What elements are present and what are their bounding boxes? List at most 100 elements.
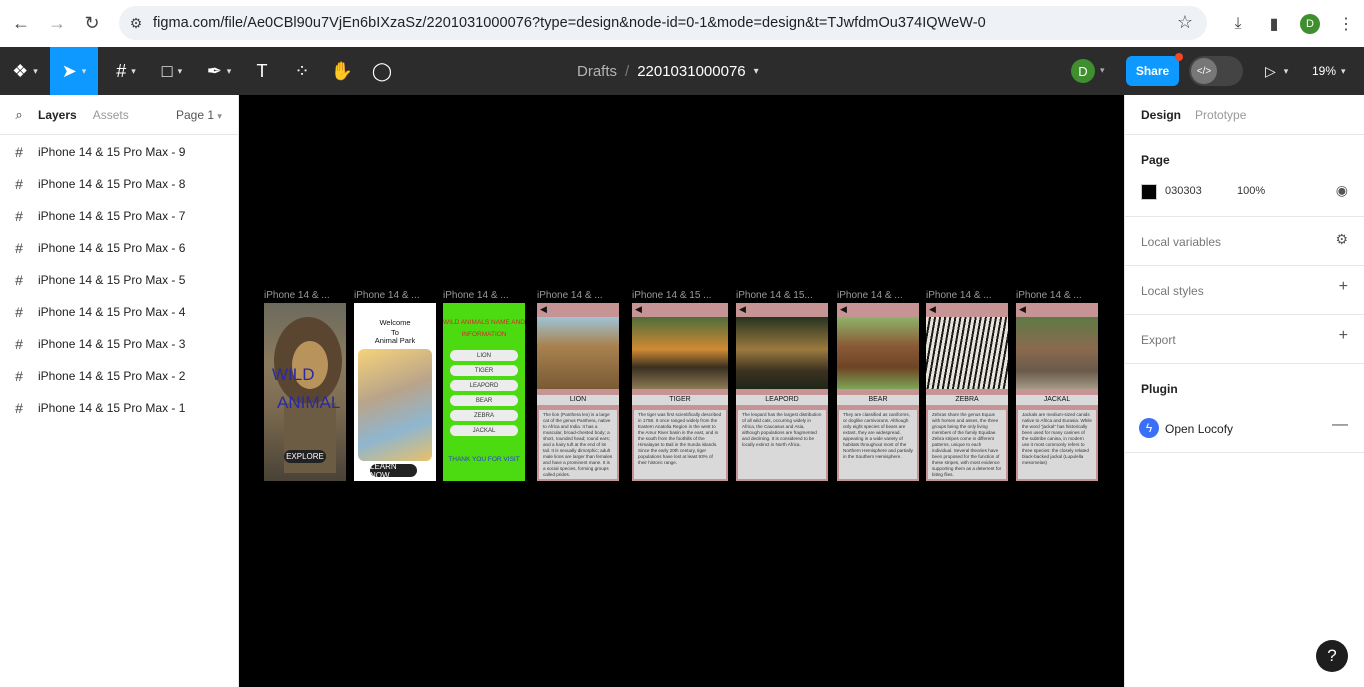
page-color-value[interactable]: 030303: [1165, 185, 1202, 197]
main-menu-button[interactable]: ❖ ▾: [8, 47, 42, 95]
local-variables-title[interactable]: Local variables: [1141, 235, 1222, 249]
reload-icon[interactable]: ↻: [84, 12, 100, 33]
tab-design[interactable]: Design: [1141, 107, 1182, 122]
layer-item[interactable]: # iPhone 14 & 15 Pro Max - 9: [0, 136, 238, 168]
help-button[interactable]: ?: [1316, 640, 1348, 672]
add-style-icon[interactable]: +: [1338, 278, 1348, 295]
menu-button-leapord[interactable]: LEAPORD: [450, 380, 518, 391]
frame-label[interactable]: iPhone 14 & ...: [1016, 290, 1082, 301]
resources-button[interactable]: ⁘: [288, 47, 316, 95]
layer-item[interactable]: # iPhone 14 & 15 Pro Max - 4: [0, 296, 238, 328]
page-selector[interactable]: Page 1 ▾: [176, 108, 222, 122]
frame-leopard[interactable]: ◀ LEAPORD The leopard has the largest di…: [736, 303, 828, 481]
frame-welcome[interactable]: Welcome To Animal Park LEARN NOW: [354, 303, 436, 481]
zoom-menu[interactable]: 19% ▾: [1312, 47, 1346, 95]
right-panel-tabs: Design Prototype: [1125, 95, 1364, 135]
page-opacity-value[interactable]: 100%: [1237, 185, 1266, 197]
page-color-swatch[interactable]: [1141, 184, 1157, 200]
move-tool-button[interactable]: ➤ ▾: [50, 47, 98, 95]
present-button[interactable]: ▷ ▾: [1265, 47, 1288, 95]
pointer-icon: ➤: [61, 60, 77, 81]
back-arrow-icon[interactable]: ◀: [540, 304, 547, 314]
remove-plugin-icon[interactable]: —: [1332, 416, 1348, 433]
shape-tool-button[interactable]: □ ▾: [152, 47, 192, 95]
back-arrow-icon[interactable]: ◀: [1019, 304, 1026, 314]
left-panel-tabs: ⌕ Layers Assets Page 1 ▾: [0, 95, 238, 135]
figma-logo-icon: ❖: [12, 60, 29, 81]
menu-button-bear[interactable]: BEAR: [450, 395, 518, 406]
frame-bear[interactable]: ◀ BEAR They are classified as caniforms,…: [837, 303, 919, 481]
share-button[interactable]: Share: [1126, 56, 1179, 86]
frame-label[interactable]: iPhone 14 & 15...: [736, 290, 813, 301]
eye-icon[interactable]: ◉: [1335, 182, 1348, 198]
chevron-down-icon: ▾: [177, 65, 183, 76]
file-title[interactable]: Drafts / 2201031000076 ▾: [577, 47, 759, 95]
frame-label[interactable]: iPhone 14 & ...: [837, 290, 903, 301]
back-arrow-icon[interactable]: ←: [12, 12, 30, 33]
breadcrumb-drafts[interactable]: Drafts: [577, 62, 618, 80]
layer-item[interactable]: # iPhone 14 & 15 Pro Max - 7: [0, 200, 238, 232]
download-icon[interactable]: ⤓: [1234, 14, 1242, 32]
frame-tool-button[interactable]: # ▾: [106, 47, 146, 95]
plugin-section: Plugin ϟ Open Locofy —: [1125, 364, 1364, 453]
tab-layers[interactable]: Layers: [38, 107, 77, 122]
frame-label[interactable]: iPhone 14 & ...: [264, 290, 330, 301]
layer-item[interactable]: # iPhone 14 & 15 Pro Max - 6: [0, 232, 238, 264]
bookmark-star-icon[interactable]: ☆: [1176, 12, 1193, 32]
chevron-down-icon[interactable]: ▾: [1100, 65, 1105, 75]
frame-icon: #: [15, 272, 23, 288]
layer-name: iPhone 14 & 15 Pro Max - 1: [38, 401, 186, 415]
hand-tool-button[interactable]: ✋: [328, 47, 356, 95]
frame-zebra[interactable]: ◀ ZEBRA Zebras share the genus Equus wit…: [926, 303, 1008, 481]
layer-item[interactable]: # iPhone 14 & 15 Pro Max - 8: [0, 168, 238, 200]
plugin-name[interactable]: Open Locofy: [1165, 422, 1234, 436]
frame-label[interactable]: iPhone 14 & ...: [354, 290, 420, 301]
profile-avatar[interactable]: D: [1300, 13, 1320, 34]
frame-lion[interactable]: ◀ LION The lion (Panthera leo) is a larg…: [537, 303, 619, 481]
user-avatar[interactable]: D: [1071, 59, 1095, 83]
layer-item[interactable]: # iPhone 14 & 15 Pro Max - 3: [0, 328, 238, 360]
site-settings-icon[interactable]: ⚙: [129, 14, 143, 31]
add-export-icon[interactable]: +: [1338, 327, 1348, 344]
side-panel-icon[interactable]: ▮: [1269, 15, 1279, 33]
frame-label[interactable]: iPhone 14 & ...: [926, 290, 992, 301]
frame-menu[interactable]: WILD ANIMALS NAME AND INFORMATION LION T…: [443, 303, 525, 481]
menu-button-tiger[interactable]: TIGER: [450, 365, 518, 376]
menu-button-zebra[interactable]: ZEBRA: [450, 410, 518, 421]
design-canvas[interactable]: iPhone 14 & ... iPhone 14 & ... iPhone 1…: [239, 95, 1124, 687]
frame-label[interactable]: iPhone 14 & 15 ...: [632, 290, 712, 301]
back-arrow-icon[interactable]: ◀: [739, 304, 746, 314]
dev-mode-toggle[interactable]: </>: [1189, 56, 1243, 86]
menu-button-lion[interactable]: LION: [450, 350, 518, 361]
address-bar[interactable]: ⚙ figma.com/file/Ae0CBl90u7VjEn6bIXzaSz/…: [119, 6, 1207, 40]
explore-button[interactable]: EXPLORE: [284, 450, 326, 463]
frame-splash[interactable]: WILD ANIMAL EXPLORE: [264, 303, 346, 481]
layer-item[interactable]: # iPhone 14 & 15 Pro Max - 2: [0, 360, 238, 392]
learn-now-button[interactable]: LEARN NOW: [370, 462, 417, 480]
back-arrow-icon[interactable]: ◀: [840, 304, 847, 314]
more-menu-icon[interactable]: ⋮: [1338, 15, 1354, 33]
file-name[interactable]: 2201031000076: [637, 62, 746, 80]
back-arrow-icon[interactable]: ◀: [929, 304, 936, 314]
chevron-down-icon: ▾: [1341, 65, 1346, 76]
menu-button-jackal[interactable]: JACKAL: [450, 425, 518, 436]
tab-assets[interactable]: Assets: [92, 107, 129, 122]
frame-label[interactable]: iPhone 14 & ...: [537, 290, 603, 301]
comment-tool-button[interactable]: ◯: [368, 47, 396, 95]
back-arrow-icon[interactable]: ◀: [635, 304, 642, 314]
chevron-down-icon[interactable]: ▾: [753, 65, 759, 77]
frame-tiger[interactable]: ◀ TIGER The tiger was first scientifical…: [632, 303, 728, 481]
tab-prototype[interactable]: Prototype: [1195, 107, 1247, 122]
search-icon[interactable]: ⌕: [15, 106, 23, 122]
frame-jackal[interactable]: ◀ JACKAL Jackals are medium-sized canids…: [1016, 303, 1098, 481]
plugin-section-title: Plugin: [1141, 382, 1178, 396]
text-tool-button[interactable]: T: [248, 47, 276, 95]
pen-tool-button[interactable]: ✒ ▾: [198, 47, 240, 95]
layer-item[interactable]: # iPhone 14 & 15 Pro Max - 1: [0, 392, 238, 424]
forward-arrow-icon[interactable]: →: [48, 12, 66, 33]
card-description: The tiger was first scientifically descr…: [634, 410, 726, 479]
frame-label[interactable]: iPhone 14 & ...: [443, 290, 509, 301]
page-section: Page 030303 100% ◉: [1125, 135, 1364, 217]
layer-item[interactable]: # iPhone 14 & 15 Pro Max - 5: [0, 264, 238, 296]
sliders-icon[interactable]: ⚙: [1335, 231, 1348, 247]
